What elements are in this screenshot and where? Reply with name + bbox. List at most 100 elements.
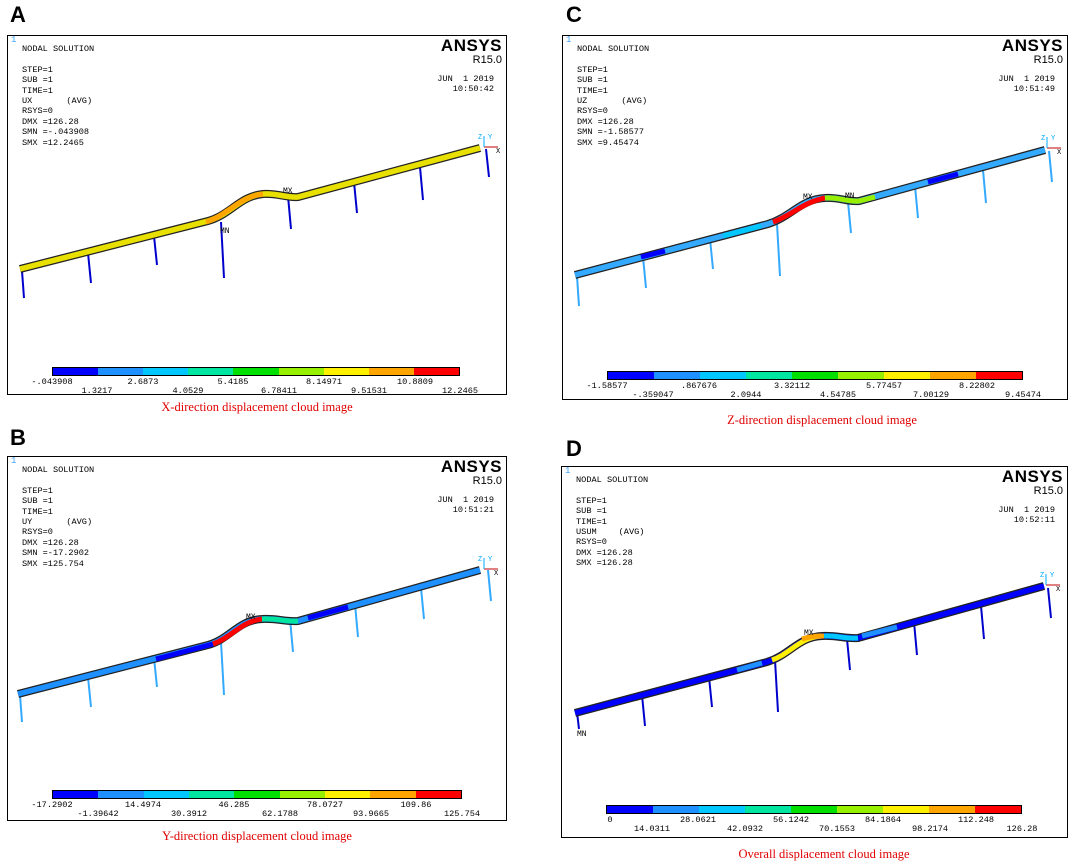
dmx-line: DMX =126.28 <box>22 537 79 548</box>
axis-y-label: Y <box>488 556 493 564</box>
legend-band <box>279 791 325 798</box>
solution-info: NODAL SOLUTION STEP=1 SUB =1 TIME=1 UZ (A… <box>577 44 649 148</box>
axis-x-label: X <box>496 148 501 156</box>
window-number: 1 <box>11 35 17 45</box>
legend-band <box>791 806 837 813</box>
sub-line: SUB =1 <box>22 496 53 507</box>
legend-band <box>608 372 654 379</box>
support-pier <box>846 638 851 671</box>
legend-band <box>653 806 699 813</box>
product-name: ANSYS <box>440 457 502 476</box>
time-line: TIME=1 <box>22 85 53 96</box>
legend-band <box>98 791 144 798</box>
timestamp: JUN 1 2019 10:50:42 <box>437 74 494 95</box>
pipeline-body <box>19 145 481 272</box>
support-pier <box>220 221 225 279</box>
legend-band <box>98 368 144 375</box>
product-name: ANSYS <box>1001 467 1063 486</box>
legend-band <box>233 368 279 375</box>
step-line: STEP=1 <box>576 495 607 506</box>
support-pier <box>980 605 985 640</box>
legend-value: 2.6873 <box>127 377 159 387</box>
max-marker: MX <box>246 613 256 622</box>
support-piers <box>19 569 492 723</box>
avg-flag: (AVG) <box>621 96 648 107</box>
pipeline-highlight <box>205 191 264 225</box>
legend-band <box>234 791 280 798</box>
time-line: TIME=1 <box>577 85 608 96</box>
ansys-logo: ANSYS R15.0 <box>441 37 502 66</box>
axis-z-label: Z <box>1041 135 1045 143</box>
support-pier <box>153 235 158 266</box>
legend-value: -1.58577 <box>586 381 628 391</box>
legend-value: 93.9665 <box>352 809 390 819</box>
ansys-logo: ANSYS R15.0 <box>441 458 502 487</box>
smn-line: SMN =-.043908 <box>22 127 90 138</box>
smx-line: SMX =126.28 <box>576 558 633 569</box>
rsys-line: RSYS=0 <box>22 106 53 117</box>
panel-letter-b: B <box>10 425 26 450</box>
support-pier <box>220 641 225 696</box>
avg-flag: (AVG) <box>618 527 645 538</box>
smn-line: SMN =-1.58577 <box>577 127 645 138</box>
release-version: R15.0 <box>472 54 502 66</box>
product-name: ANSYS <box>440 36 502 55</box>
run-time: 10:50:42 <box>452 84 494 95</box>
legend-band <box>699 806 745 813</box>
legend-value: 7.00129 <box>912 390 950 400</box>
support-pier <box>913 621 918 656</box>
run-time: 10:51:21 <box>452 505 494 516</box>
legend-band <box>188 791 235 798</box>
legend-band <box>323 368 369 375</box>
support-pier <box>19 694 23 723</box>
window-number: 1 <box>11 456 17 466</box>
caption-b: Y-direction displacement cloud image <box>162 829 352 843</box>
axis-y-label: Y <box>1050 572 1055 580</box>
axis-x-label: X <box>1057 149 1062 157</box>
legend-band <box>368 368 414 375</box>
component-name: UZ <box>577 96 588 107</box>
legend-value: 98.2174 <box>911 824 949 834</box>
max-marker: MX <box>804 629 814 638</box>
legend-value: 109.86 <box>400 800 432 810</box>
legend-value: 4.54785 <box>819 390 857 400</box>
avg-flag: (AVG) <box>66 96 93 107</box>
legend-value: 3.32112 <box>773 381 811 391</box>
run-date: JUN 1 2019 <box>437 74 494 84</box>
axis-y-label: Y <box>488 134 493 142</box>
solution-title: NODAL SOLUTION <box>577 44 650 54</box>
caption-c: Z-direction displacement cloud image <box>727 413 917 427</box>
legend-value: 84.1864 <box>864 815 902 825</box>
legend-band <box>607 806 653 813</box>
panel-letter-c: C <box>566 2 582 27</box>
legend-band <box>837 806 883 813</box>
component-line: UZ (AVG) <box>577 96 649 106</box>
axis-z-label: Z <box>1040 572 1044 580</box>
legend-band <box>413 368 459 375</box>
support-pier <box>485 148 490 178</box>
release-version: R15.0 <box>472 475 502 487</box>
support-pier <box>21 270 25 299</box>
rsys-line: RSYS=0 <box>576 537 607 548</box>
ansys-logo: ANSYS R15.0 <box>1002 37 1063 66</box>
legend-band <box>654 372 700 379</box>
support-pier <box>576 275 580 307</box>
component-name: UX <box>22 96 33 107</box>
caption-d: Overall displacement cloud image <box>738 847 910 861</box>
legend-value: 42.0932 <box>726 824 764 834</box>
pipeline-model: MX X Y Z <box>17 556 499 723</box>
support-pier <box>287 195 292 230</box>
timestamp: JUN 1 2019 10:52:11 <box>998 505 1055 526</box>
axis-z-label: Z <box>478 556 482 564</box>
step-line: STEP=1 <box>22 485 53 496</box>
legend-value: -.359047 <box>632 390 674 400</box>
rsys-line: RSYS=0 <box>22 527 53 538</box>
support-piers <box>21 148 490 299</box>
smx-line: SMX =125.754 <box>22 558 84 569</box>
legend-value: 56.1242 <box>772 815 810 825</box>
smx-line: SMX =9.45474 <box>577 137 639 148</box>
sub-line: SUB =1 <box>22 75 53 86</box>
solution-title: NODAL SOLUTION <box>576 475 649 485</box>
max-marker: MX <box>283 187 293 196</box>
dmx-line: DMX =126.28 <box>577 116 634 127</box>
